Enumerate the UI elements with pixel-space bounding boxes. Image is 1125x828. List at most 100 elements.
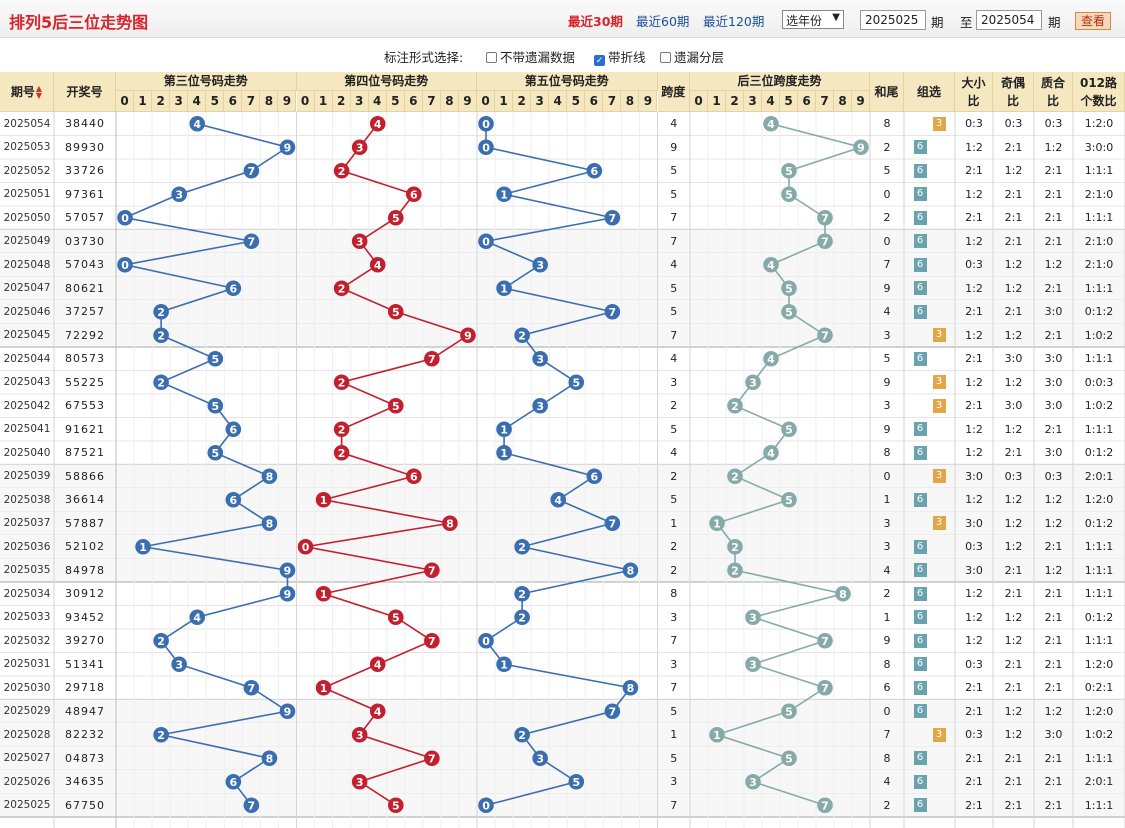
ball-p3-2025026 [225,773,242,790]
ball-p4-2025051 [406,186,422,203]
group6-badge: 6 [913,234,927,249]
span-cell: 5 [670,187,678,201]
group-cell: 6 [904,629,955,653]
ball-label-p5-2025053: 0 [482,141,490,154]
ball-p4-2025040 [333,444,350,461]
ball-label-p4-2025042: 5 [392,400,400,413]
issue-cell: 2025047 [3,282,51,295]
prize-cell: 84978 [65,563,105,577]
prime-composite-cell: 2:1 [1044,634,1063,648]
ball-label-p5-2025049: 0 [482,235,490,248]
prime-composite-cell: 1:2 [1044,258,1063,272]
ball-label-p4-2025025: 5 [392,799,400,812]
ball-label-p3-2025037: 8 [266,517,274,530]
ball-p5-2025053 [478,139,494,156]
odd-even-cell: 1:2 [1004,516,1023,530]
span-cell: 2 [670,399,678,413]
ball-label-st-2025044: 4 [767,353,775,366]
group-cell: 6 [904,559,955,583]
ball-label-st-2025047: 5 [785,282,793,295]
period-start-input[interactable]: 2025025 [860,10,926,30]
ball-label-p3-2025033: 4 [193,611,201,624]
route012-cell: 1:1:1 [1084,164,1114,178]
ball-label-p5-2025029: 7 [609,705,617,718]
ball-label-p3-2025045: 2 [157,329,165,342]
header-issue: 期号 ▲ ▼ [0,72,54,112]
checkbox-checked-icon[interactable]: ✓ [594,55,605,66]
ball-label-p4-2025026: 3 [356,776,364,789]
sum-tail-cell: 0 [883,234,891,248]
route012-cell: 1:2:0 [1084,657,1114,671]
ball-label-p4-2025052: 2 [338,165,346,178]
group3-badge: 3 [932,328,946,343]
group-cell: 6 [904,253,955,277]
option-layered-label: 遗漏分层 [674,50,725,65]
issue-cell: 2025042 [3,399,51,412]
ball-label-p3-2025039: 8 [266,470,274,483]
ball-label-p4-2025047: 2 [338,282,346,295]
header-pos3: 第三位号码走势 [116,72,297,91]
big-small-cell: 0:3 [965,258,983,272]
option-with-line[interactable]: ✓ 带折线 [594,47,646,66]
ball-p3-2025036 [135,538,151,555]
recent-30-link[interactable]: 最近30期 [568,14,623,29]
big-small-cell: 3:0 [965,563,983,577]
ball-label-p4-2025048: 4 [374,259,382,272]
ball-st-2025038 [781,491,797,508]
ball-p3-2025034 [279,585,296,602]
prime-composite-cell: 1:2 [1044,704,1063,718]
ball-p5-2025040 [496,444,512,461]
ball-label-st-2025037: 1 [713,517,721,530]
ball-p3-2025035 [279,562,296,579]
ball-label-p3-2025040: 5 [211,447,219,460]
group6-badge: 6 [913,798,927,813]
digit-header-p4-9: 9 [458,91,477,112]
recent-60-link[interactable]: 最近60期 [636,14,690,29]
view-button[interactable]: 查看 [1075,12,1111,30]
ball-label-p4-2025033: 5 [392,611,400,624]
checkbox-icon[interactable] [486,52,497,63]
header-sum-tail: 和尾 [870,72,904,112]
year-select-value: 选年份 [786,14,823,28]
odd-even-cell: 2:1 [1004,187,1023,201]
big-small-cell: 1:2 [965,140,983,154]
route012-cell: 2:1:0 [1084,234,1114,248]
option-no-missing[interactable]: 不带遗漏数据 [486,47,575,66]
prime-composite-cell: 2:1 [1044,681,1063,695]
header-prime-composite: 质合 比 [1034,72,1073,112]
ball-label-st-2025039: 2 [731,470,739,483]
ball-label-p4-2025032: 7 [428,635,436,648]
ball-p3-2025033 [189,609,206,626]
sum-tail-cell: 2 [883,587,891,601]
prize-cell: 29718 [65,681,105,695]
sum-tail-cell: 7 [883,728,891,742]
group6-badge: 6 [913,633,927,648]
ball-p5-2025043 [568,374,585,391]
option-layered[interactable]: 遗漏分层 [660,47,724,66]
ball-p5-2025054 [478,115,494,132]
sort-icon[interactable]: ▲ ▼ [35,83,43,100]
recent-120-link[interactable]: 最近120期 [703,14,765,29]
group-cell: 6 [904,418,955,442]
odd-even-cell: 2:1 [1004,681,1023,695]
digit-header-p5-6: 6 [585,91,604,112]
issue-cell: 2025050 [3,211,51,224]
ball-p5-2025025 [478,797,494,814]
checkbox-icon[interactable] [660,52,671,63]
digit-header-p5-0: 0 [477,91,496,112]
issue-cell: 2025054 [3,117,51,130]
header-big-small: 大小 比 [955,72,993,112]
ball-label-st-2025052: 5 [785,165,793,178]
period-end-input[interactable]: 2025054 [976,10,1042,30]
sum-tail-cell: 2 [883,140,891,154]
prime-composite-cell: 0:3 [1044,117,1063,131]
year-select[interactable]: 选年份 ▼ [782,10,844,29]
ball-label-p4-2025049: 3 [356,235,364,248]
digit-header-p3-5: 5 [206,91,225,112]
ball-p4-2025046 [387,303,404,320]
ball-label-st-2025026: 3 [749,776,757,789]
group3-badge: 3 [932,469,946,484]
prize-cell: 91621 [65,422,105,436]
route012-cell: 0:1:2 [1084,446,1114,460]
ball-label-st-2025051: 5 [785,188,793,201]
